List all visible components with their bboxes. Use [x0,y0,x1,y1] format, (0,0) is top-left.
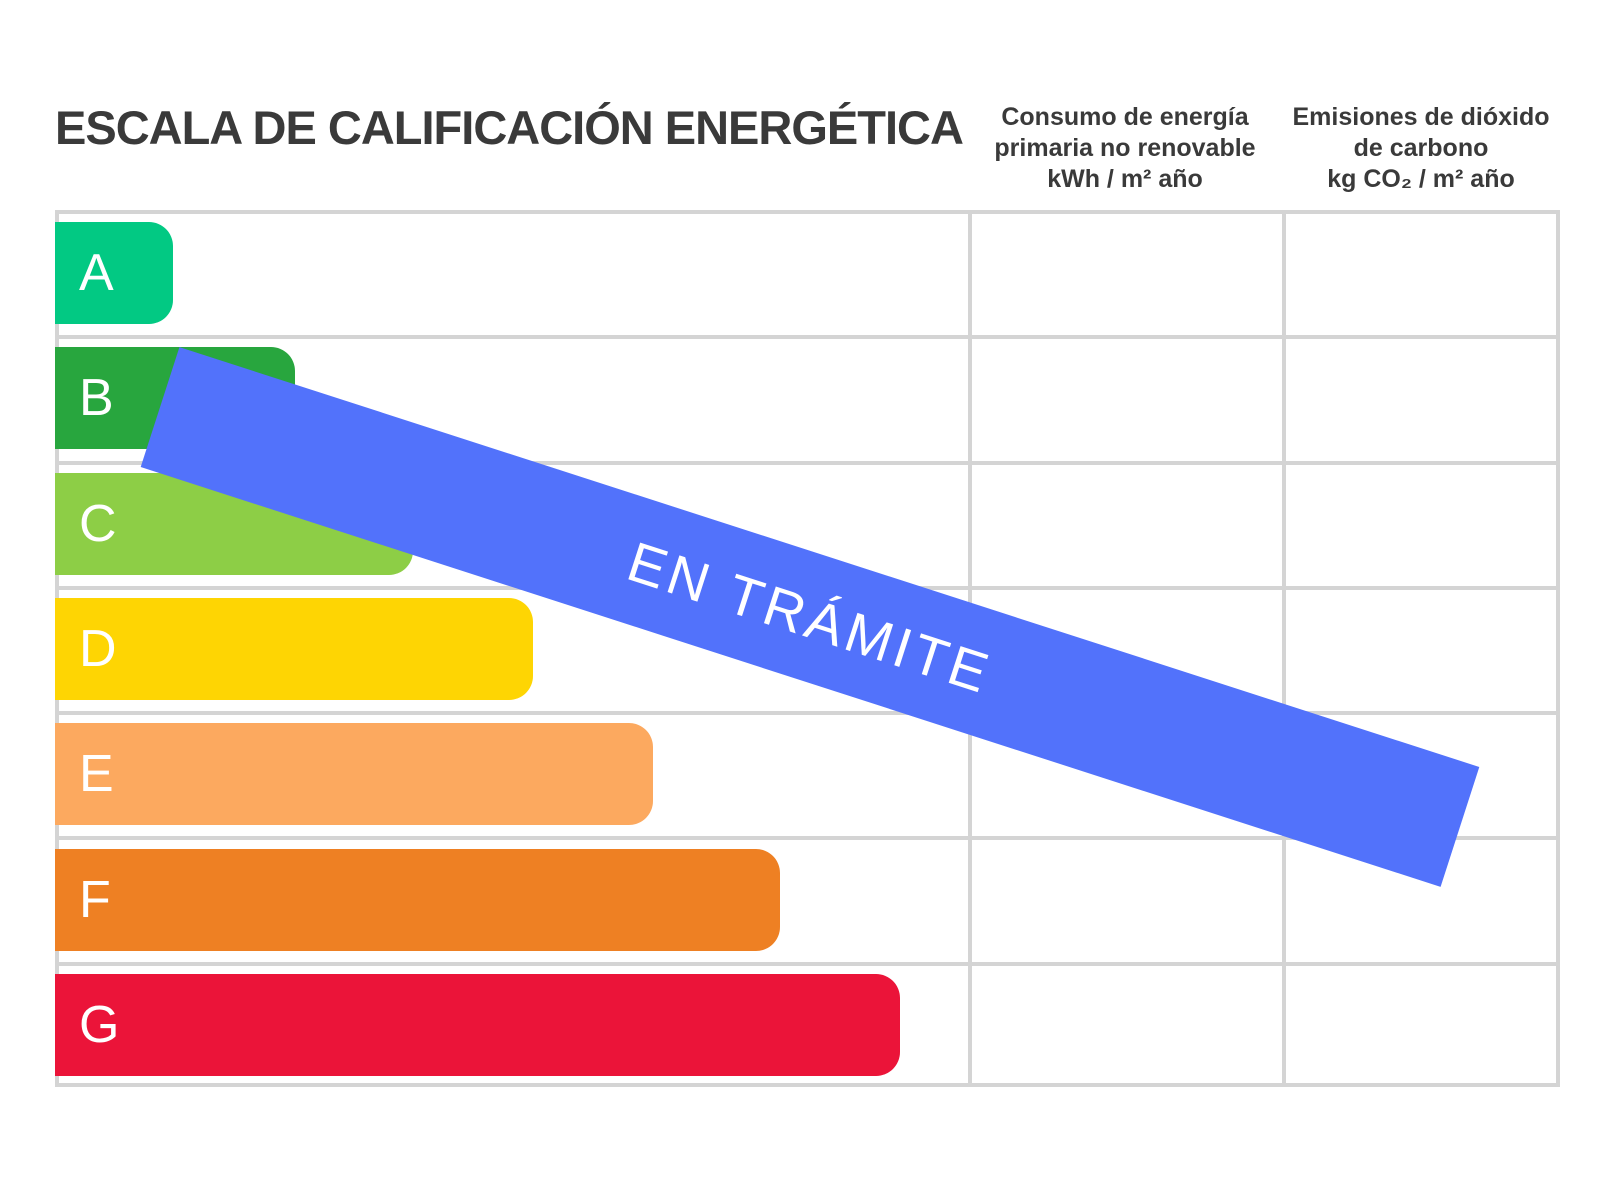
rating-bar-f: F [55,848,780,951]
rating-bar-letter-e: E [79,745,114,804]
rating-bar-letter-b: B [79,369,114,428]
column-header-emissions-line2: de carbono [1353,134,1489,162]
rating-bar-letter-d: D [79,619,117,678]
rating-bar-d: D [55,597,533,700]
rating-bar-letter-c: C [79,494,117,553]
column-header-emissions: Emisiones de dióxido de carbono kg CO₂ /… [1282,102,1560,195]
column-header-consumption-line2: primaria no renovable [994,134,1256,162]
grid-line-row-1 [59,335,1556,340]
column-header-emissions-line1: Emisiones de dióxido [1292,103,1550,131]
column-header-consumption-units: kWh / m² año [1047,165,1203,193]
rating-bar-e: E [55,723,653,826]
rating-bar-letter-g: G [79,995,120,1054]
rating-bar-letter-f: F [79,870,111,929]
grid-line-col-emissions [1282,214,1286,1083]
rating-bar-g: G [55,973,900,1076]
grid-line-row-5 [59,836,1556,841]
rating-bar-a: A [55,222,173,324]
column-header-consumption-line1: Consumo de energía [1001,103,1249,131]
grid-line-row-4 [59,711,1556,716]
column-header-consumption: Consumo de energía primaria no renovable… [968,102,1282,195]
page-title: ESCALA DE CALIFICACIÓN ENERGÉTICA [55,101,964,154]
rating-bar-letter-a: A [79,244,114,302]
column-header-emissions-units: kg CO₂ / m² año [1327,165,1515,193]
grid-line-row-2 [59,460,1556,465]
grid-line-row-6 [59,961,1556,966]
